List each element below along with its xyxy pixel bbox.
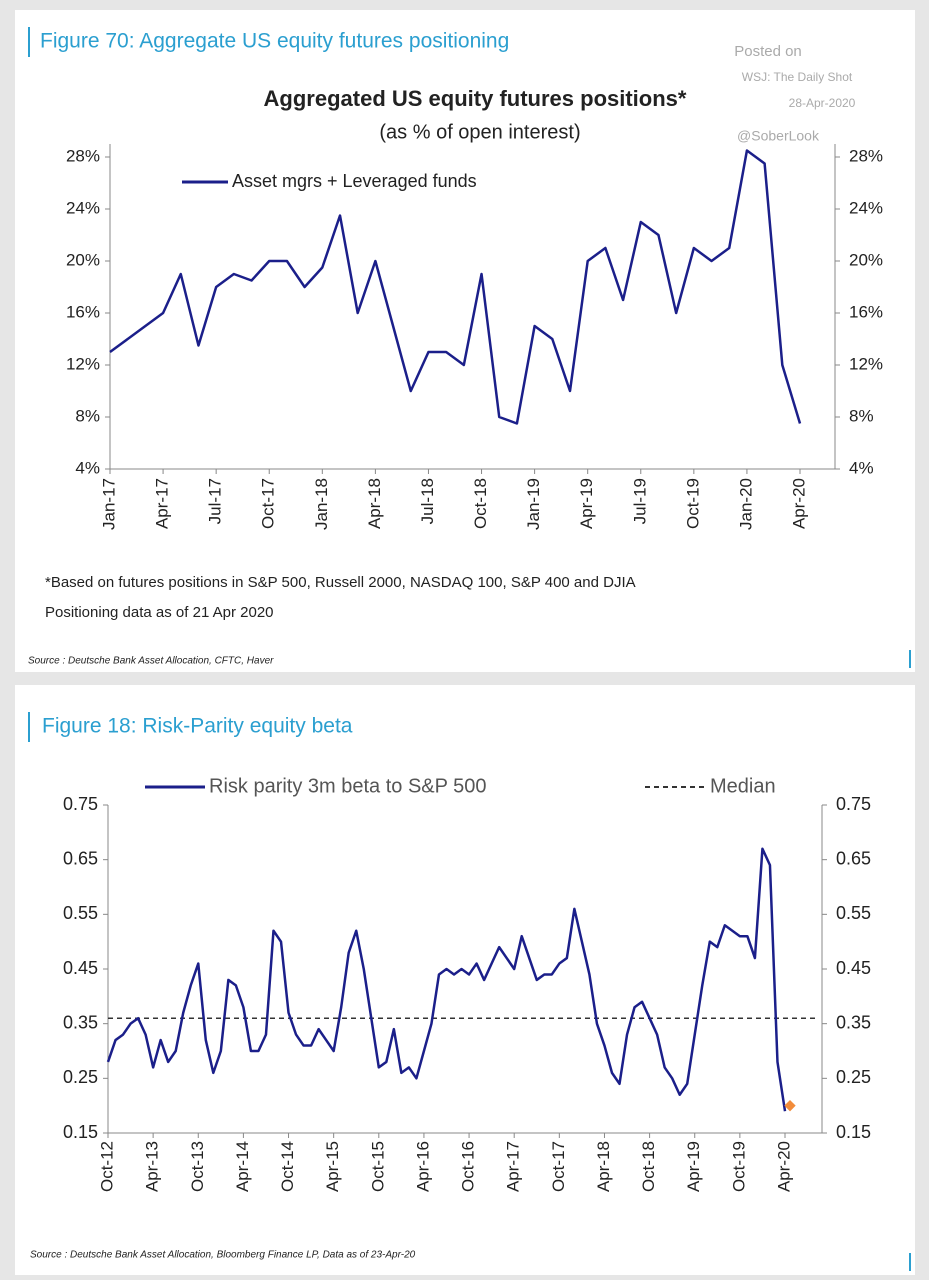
- y-tick-label-right: 0.25: [836, 1067, 871, 1087]
- corner-mark: [909, 1253, 911, 1271]
- x-tick-label: Oct-17: [259, 478, 278, 529]
- header-bar: [28, 27, 30, 57]
- x-tick-label: Oct-17: [549, 1141, 568, 1192]
- x-tick-label: Apr-17: [153, 478, 172, 529]
- y-tick-label: 0.15: [63, 1122, 98, 1142]
- footnote: *Based on futures positions in S&P 500, …: [45, 574, 636, 591]
- y-tick-label: 12%: [66, 354, 100, 373]
- legend-label: Median: [710, 775, 776, 797]
- x-tick-label: Oct-18: [471, 478, 490, 529]
- series-line: [106, 847, 787, 1112]
- watermark: @SoberLook: [737, 128, 820, 144]
- y-tick-label-right: 0.55: [836, 903, 871, 923]
- chart-title: Aggregated US equity futures positions*: [264, 86, 687, 111]
- y-tick-label-right: 12%: [849, 354, 883, 373]
- y-tick-label: 0.65: [63, 848, 98, 868]
- y-tick-label: 4%: [75, 458, 100, 477]
- x-tick-label: Apr-14: [233, 1141, 252, 1192]
- x-tick-label: Oct-12: [97, 1141, 116, 1192]
- x-tick-label: Apr-20: [774, 1141, 793, 1192]
- x-tick-label: Apr-20: [789, 478, 808, 529]
- series-line: [109, 149, 802, 425]
- watermark: Posted on: [734, 43, 802, 60]
- x-tick-label: Jul-19: [630, 478, 649, 524]
- y-tick-label-right: 0.65: [836, 848, 871, 868]
- x-tick-label: Apr-13: [143, 1141, 162, 1192]
- y-tick-label: 16%: [66, 302, 100, 321]
- watermark: 28-Apr-2020: [789, 96, 856, 110]
- footnote: Positioning data as of 21 Apr 2020: [45, 604, 274, 621]
- x-tick-label: Oct-15: [368, 1141, 387, 1192]
- y-tick-label: 8%: [75, 406, 100, 425]
- latest-point: [784, 1100, 796, 1112]
- x-tick-label: Jan-20: [736, 478, 755, 530]
- x-tick-label: Apr-19: [577, 478, 596, 529]
- x-tick-label: Jan-17: [99, 478, 118, 530]
- y-tick-label: 20%: [66, 250, 100, 269]
- y-tick-label: 24%: [66, 198, 100, 217]
- header-bar: [28, 712, 30, 742]
- source: Source : Deutsche Bank Asset Allocation,…: [30, 1250, 416, 1261]
- y-tick-label-right: 0.35: [836, 1012, 871, 1032]
- legend-label: Risk parity 3m beta to S&P 500: [209, 775, 487, 797]
- legend-label: Asset mgrs + Leveraged funds: [232, 171, 477, 191]
- figure-header: Figure 70: Aggregate US equity futures p…: [40, 30, 509, 53]
- x-tick-label: Apr-16: [413, 1141, 432, 1192]
- y-tick-label: 0.55: [63, 903, 98, 923]
- y-tick-label-right: 28%: [849, 146, 883, 165]
- y-tick-label-right: 0.45: [836, 958, 871, 978]
- figure-header: Figure 18: Risk-Parity equity beta: [42, 715, 353, 738]
- x-tick-label: Oct-19: [729, 1141, 748, 1192]
- y-tick-label: 28%: [66, 146, 100, 165]
- x-tick-label: Jul-17: [206, 478, 225, 524]
- x-tick-label: Oct-18: [639, 1141, 658, 1192]
- x-tick-label: Oct-19: [683, 478, 702, 529]
- y-tick-label: 0.45: [63, 958, 98, 978]
- watermark: WSJ: The Daily Shot: [742, 70, 853, 84]
- y-tick-label: 0.35: [63, 1012, 98, 1032]
- y-tick-label-right: 0.15: [836, 1122, 871, 1142]
- y-tick-label-right: 8%: [849, 406, 874, 425]
- panel: [15, 10, 915, 672]
- x-tick-label: Apr-18: [594, 1141, 613, 1192]
- x-tick-label: Jul-18: [418, 478, 437, 524]
- corner-mark: [909, 650, 911, 668]
- y-tick-label-right: 20%: [849, 250, 883, 269]
- panel: [15, 685, 915, 1275]
- x-tick-label: Apr-18: [365, 478, 384, 529]
- chart-subtitle: (as % of open interest): [379, 121, 580, 143]
- x-tick-label: Oct-13: [188, 1141, 207, 1192]
- x-tick-label: Jan-18: [312, 478, 331, 530]
- x-tick-label: Oct-14: [278, 1141, 297, 1192]
- y-tick-label: 0.25: [63, 1067, 98, 1087]
- x-tick-label: Oct-16: [459, 1141, 478, 1192]
- x-tick-label: Apr-19: [684, 1141, 703, 1192]
- y-tick-label-right: 0.75: [836, 794, 871, 814]
- y-tick-label: 0.75: [63, 794, 98, 814]
- source: Source : Deutsche Bank Asset Allocation,…: [28, 656, 274, 667]
- y-tick-label-right: 24%: [849, 198, 883, 217]
- y-tick-label-right: 16%: [849, 302, 883, 321]
- y-tick-label-right: 4%: [849, 458, 874, 477]
- x-tick-label: Jan-19: [524, 478, 543, 530]
- x-tick-label: Apr-15: [323, 1141, 342, 1192]
- x-tick-label: Apr-17: [504, 1141, 523, 1192]
